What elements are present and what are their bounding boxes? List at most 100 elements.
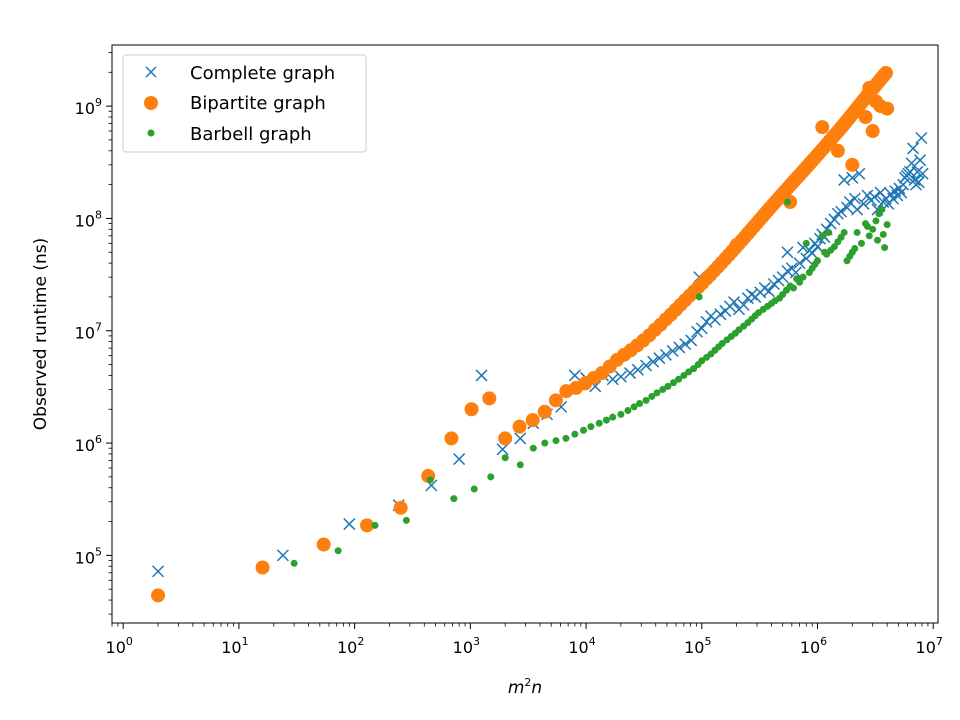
- data-point-dot: [664, 382, 672, 390]
- data-point-x: [905, 157, 918, 170]
- y-tick-label: 108: [75, 208, 102, 230]
- y-tick-label: 107: [75, 321, 102, 343]
- data-point-dot: [609, 413, 617, 421]
- data-point-dot: [879, 230, 887, 238]
- data-point-circle: [393, 500, 408, 515]
- data-point-circle: [464, 402, 479, 417]
- x-tick-label: 106: [800, 635, 827, 657]
- y-axis-label: Observed runtime (ns): [31, 238, 51, 430]
- legend-circle-marker: [144, 96, 158, 110]
- data-point-dot: [878, 206, 886, 214]
- data-point-dot: [470, 485, 478, 493]
- data-point-x: [793, 257, 806, 270]
- data-point-x: [907, 142, 920, 155]
- data-point-dot: [571, 430, 579, 438]
- data-point-dot: [695, 293, 703, 301]
- legend-dot-marker: [147, 129, 155, 137]
- data-point-dot: [426, 476, 434, 484]
- data-point-dot: [552, 437, 560, 445]
- data-point-x: [666, 344, 679, 358]
- data-point-circle: [255, 560, 270, 575]
- data-point-dot: [802, 239, 810, 247]
- data-point-circle: [830, 143, 845, 158]
- y-tick-label: 105: [75, 545, 102, 567]
- data-point-dot: [501, 454, 509, 462]
- data-point-dot: [883, 221, 891, 229]
- data-point-circle: [880, 101, 895, 116]
- data-point-circle: [868, 94, 883, 109]
- data-point-circle: [865, 124, 880, 139]
- data-point-x: [762, 285, 775, 298]
- data-point-x: [857, 197, 870, 210]
- data-point-x: [568, 369, 581, 382]
- data-point-dot: [579, 426, 587, 434]
- x-tick-label: 101: [221, 635, 248, 657]
- data-point-dot: [636, 400, 644, 408]
- data-point-x: [685, 334, 698, 347]
- data-point-dot: [642, 396, 650, 404]
- data-point-dot: [371, 521, 379, 529]
- data-point-x: [789, 266, 802, 279]
- data-point-dot: [853, 228, 861, 236]
- legend-label-complete: Complete graph: [190, 63, 335, 84]
- data-point-x: [868, 191, 881, 204]
- data-point-dot: [865, 232, 873, 240]
- data-point-dot: [624, 406, 632, 414]
- data-point-x: [640, 359, 653, 372]
- series-bipartite-graph: [151, 65, 895, 603]
- data-point-dot: [818, 232, 826, 240]
- data-point-circle: [525, 413, 540, 428]
- y-tick-label: 106: [75, 433, 102, 455]
- data-point-x: [897, 178, 910, 191]
- data-point-x: [614, 370, 627, 383]
- data-point-dot: [698, 357, 706, 365]
- data-point-dot: [670, 379, 678, 387]
- data-point-dot: [402, 516, 410, 524]
- x-tick-label: 102: [337, 635, 364, 657]
- data-point-x: [453, 453, 466, 466]
- data-point-dot: [587, 423, 595, 431]
- data-point-dot: [562, 434, 570, 442]
- data-point-dot: [617, 410, 625, 418]
- x-tick-label: 104: [568, 635, 595, 657]
- data-point-dot: [685, 368, 693, 376]
- data-point-x: [673, 341, 686, 354]
- data-point-x: [831, 207, 844, 220]
- data-point-dot: [718, 339, 726, 347]
- data-point-x: [659, 348, 672, 361]
- x-tick-label: 100: [106, 635, 133, 657]
- data-point-circle: [548, 393, 563, 408]
- data-point-dot: [334, 547, 342, 555]
- data-point-x: [653, 352, 666, 365]
- data-point-x: [916, 167, 929, 180]
- data-point-x: [914, 154, 927, 167]
- plot-frame: [111, 44, 939, 624]
- data-point-dot: [648, 392, 656, 400]
- data-point-x: [895, 186, 908, 199]
- data-point-x: [737, 298, 750, 311]
- legend-x-marker: [145, 66, 157, 78]
- data-point-circle: [845, 157, 860, 172]
- data-point-dot: [830, 243, 838, 251]
- data-point-circle: [537, 404, 552, 419]
- data-point-dot: [840, 228, 848, 236]
- data-point-x: [848, 192, 861, 205]
- legend-label-bipartite: Bipartite graph: [190, 93, 326, 114]
- data-point-circle: [815, 120, 830, 135]
- data-point-x: [152, 565, 165, 578]
- data-point-dot: [529, 444, 537, 452]
- data-point-dot: [516, 461, 524, 469]
- data-point-x: [745, 288, 758, 301]
- data-point-circle: [444, 431, 459, 446]
- data-point-dot: [653, 389, 661, 397]
- data-point-dot: [659, 385, 667, 393]
- data-point-circle: [862, 80, 877, 95]
- data-point-dot: [857, 239, 865, 247]
- data-point-dot: [595, 419, 603, 427]
- data-point-dot: [602, 416, 610, 424]
- data-point-dot: [789, 284, 797, 292]
- data-point-x: [912, 176, 925, 189]
- data-point-x: [811, 240, 824, 253]
- data-point-dot: [450, 495, 458, 503]
- x-axis: 100 101 102 103 104 105 106 107: [106, 623, 943, 657]
